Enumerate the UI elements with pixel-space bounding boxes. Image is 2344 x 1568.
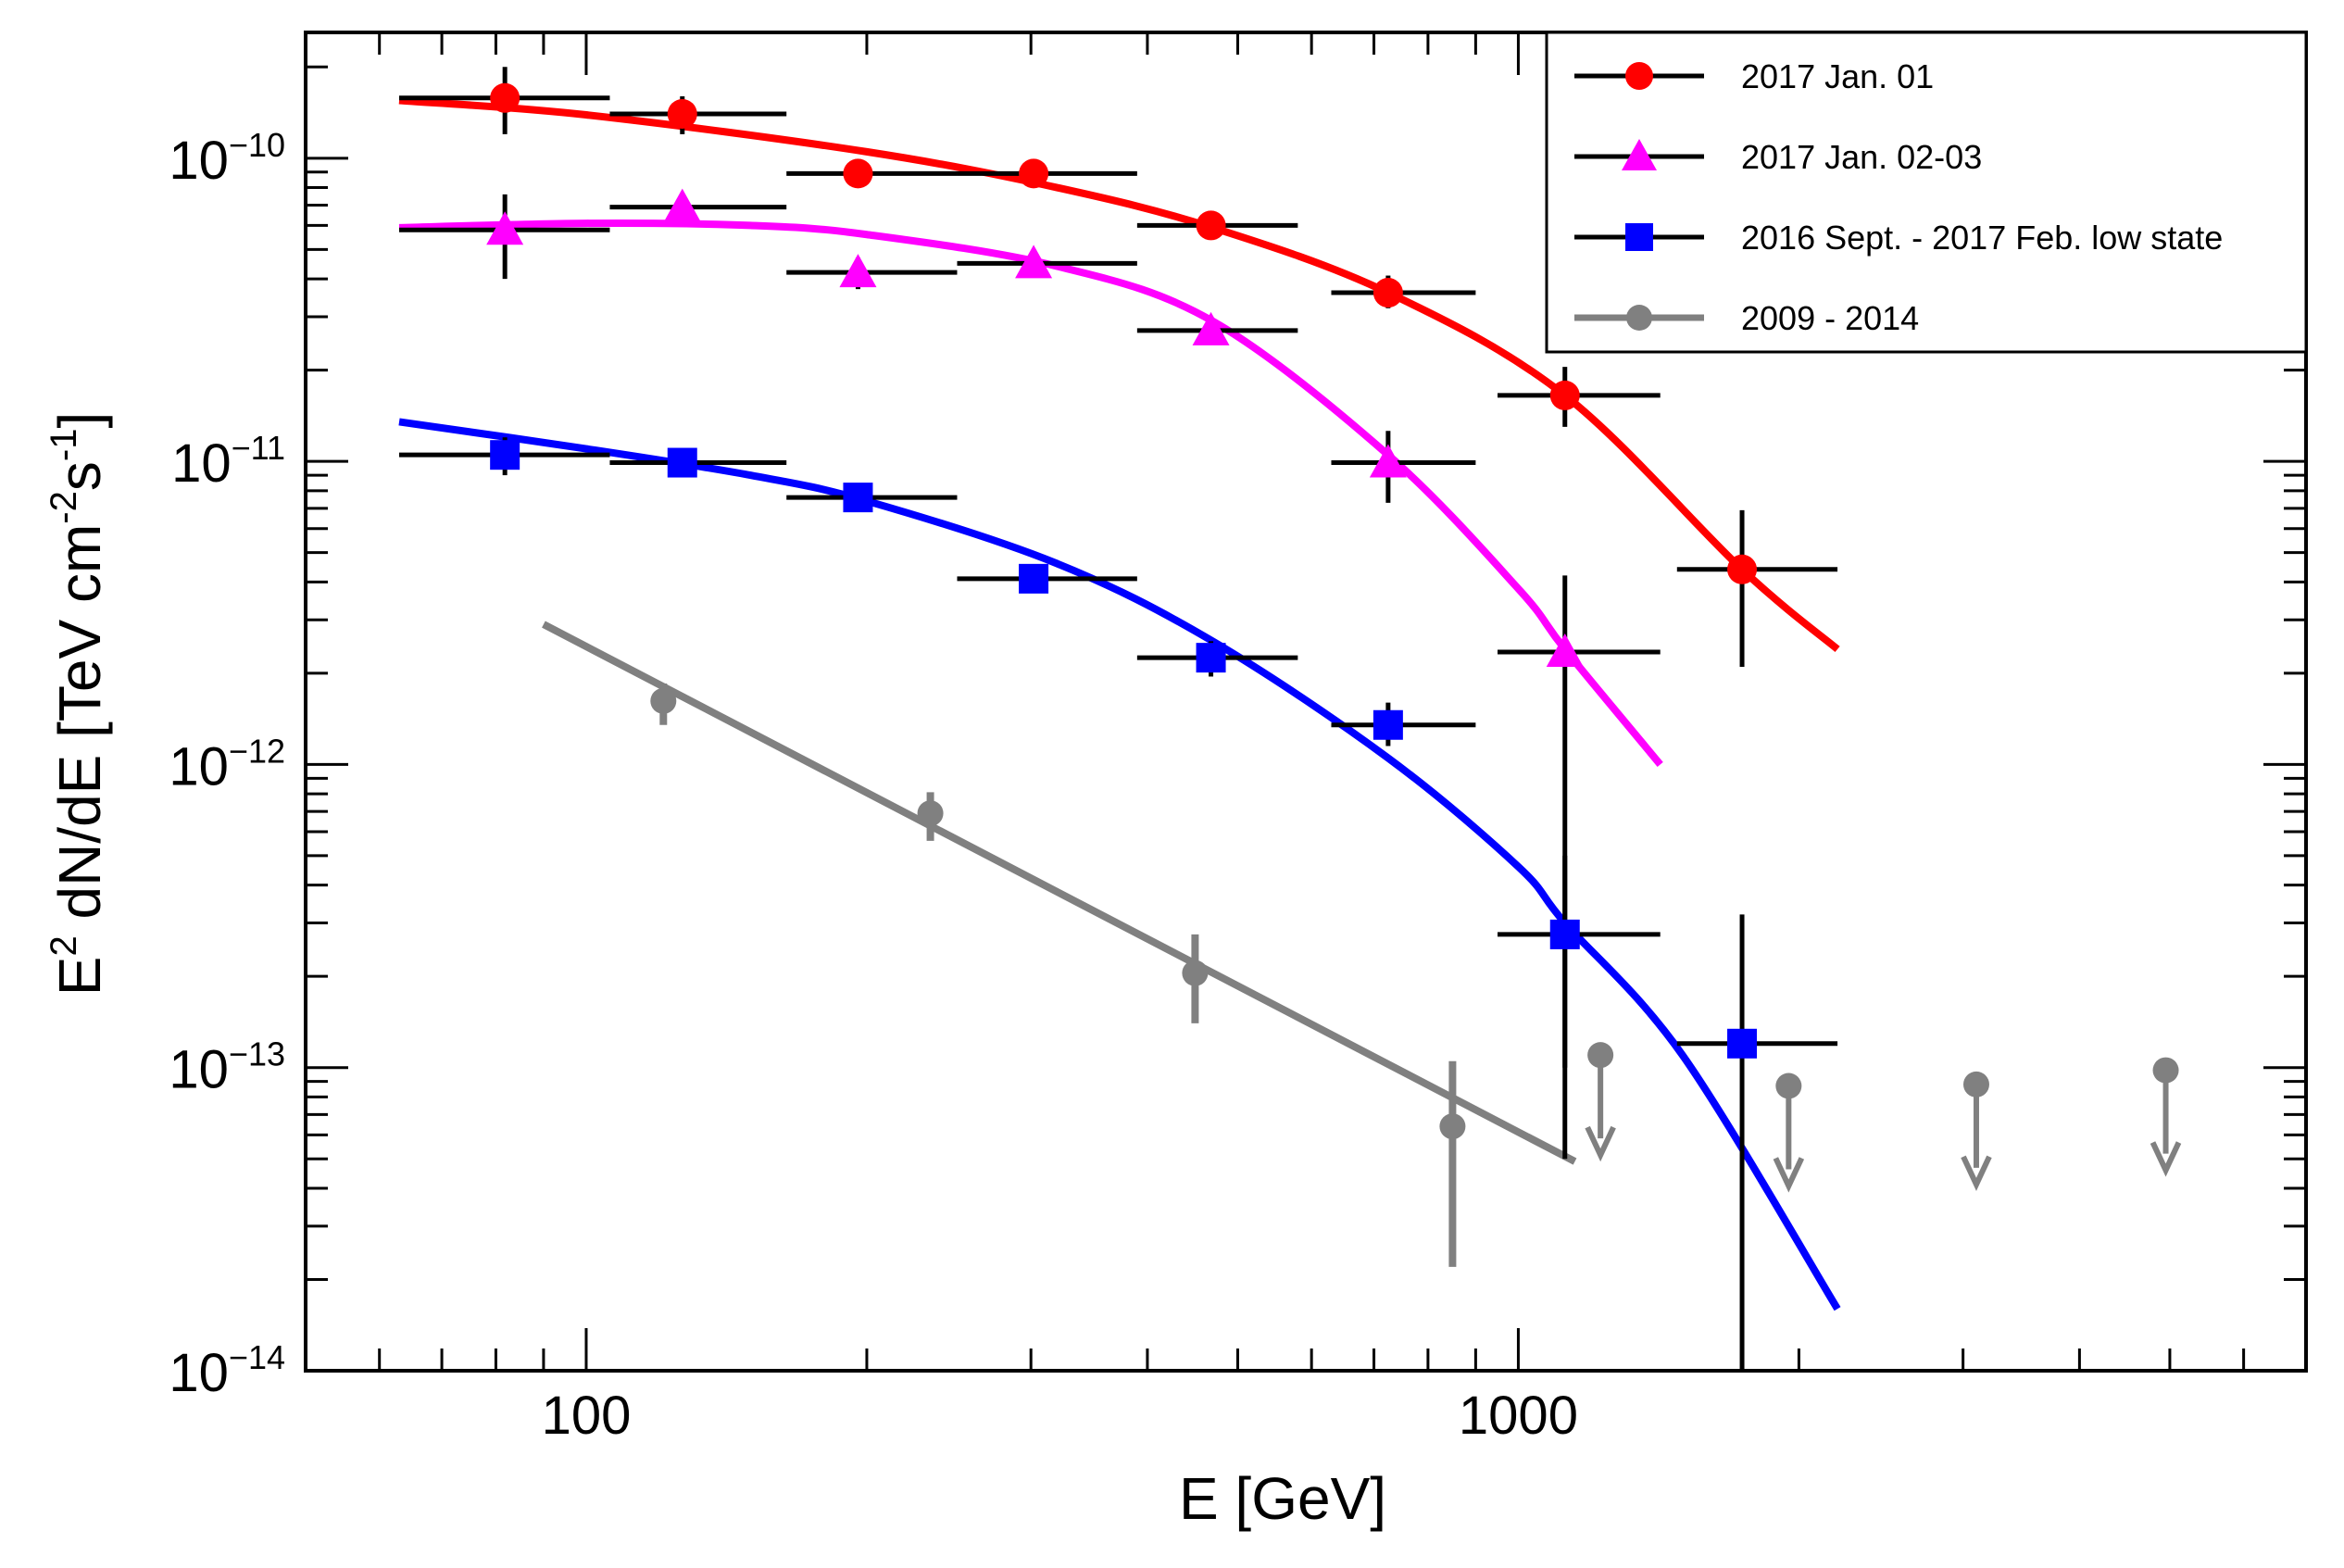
upper-limit-arrow-head (1585, 1125, 1616, 1162)
data-point-circle (843, 158, 873, 189)
data-point-triangle (1622, 139, 1657, 170)
y-tick-label: 10−14 (169, 1338, 285, 1403)
y-tick-label: 10−11 (171, 429, 285, 494)
data-point-circle (1373, 278, 1403, 308)
data-point-circle (1962, 1071, 1989, 1098)
upper-limit-arrow-head (1773, 1157, 1805, 1193)
data-point-square (1549, 919, 1580, 949)
data-point-circle (917, 800, 944, 827)
data-point-square (843, 483, 873, 513)
legend: 2017 Jan. 01 2017 Jan. 02-03 2016 Sept. - … (1545, 31, 2308, 354)
data-point-circle (1775, 1073, 1802, 1099)
data-point-circle (1587, 1042, 1614, 1069)
data-point-circle (1182, 960, 1209, 986)
data-point-square (1373, 709, 1403, 740)
y-tick-label: 10−10 (169, 126, 285, 191)
data-point-circle (2152, 1057, 2179, 1084)
data-point-square (1727, 1028, 1758, 1059)
data-point-circle (1019, 158, 1049, 189)
data-point-circle (650, 687, 677, 714)
data-point-square (1625, 223, 1653, 251)
data-markers (486, 82, 2179, 1140)
x-axis-title: E [GeV] (1179, 1465, 1386, 1532)
x-tick-label: 100 (542, 1386, 632, 1446)
data-point-circle (1625, 62, 1653, 90)
data-point-circle (1196, 210, 1226, 241)
upper-limit-arrow-head (2150, 1141, 2182, 1177)
data-point-triangle (1192, 311, 1230, 345)
x-tick-label: 1000 (1459, 1386, 1578, 1446)
data-point-circle (490, 82, 520, 113)
data-point-circle (1626, 305, 1652, 331)
data-point-square (490, 440, 520, 470)
data-point-square (1019, 563, 1049, 594)
data-point-triangle (1546, 633, 1584, 667)
data-point-square (1196, 643, 1226, 673)
y-axis-title: E2 dN/dE [TeV cm-2s-1] (44, 412, 113, 996)
data-point-circle (1727, 554, 1758, 584)
legend-label: 2016 Sept. - 2017 Feb. low state (1741, 219, 2223, 257)
data-point-square (667, 447, 697, 478)
legend-label: 2017 Jan. 02-03 (1741, 138, 1982, 176)
y-tick-labels: 10−10 10−11 10−12 10−13 10−14 (169, 126, 285, 1403)
data-point-circle (1549, 380, 1580, 410)
plot-frame (304, 31, 2308, 1373)
data-point-circle (667, 98, 697, 129)
fit-curve-1 (398, 219, 1663, 767)
legend-box (1545, 31, 2308, 354)
data-point-triangle (486, 211, 524, 245)
fit-curve-3 (542, 621, 1577, 1165)
data-point-circle (1439, 1113, 1466, 1140)
data-point-triangle (1015, 245, 1053, 279)
legend-label: 2017 Jan. 01 (1741, 57, 1934, 95)
data-point-triangle (1369, 444, 1407, 478)
data-point-triangle (839, 254, 877, 288)
x-tick-labels: 100 1000 (542, 1386, 1578, 1446)
legend-label: 2009 - 2014 (1741, 299, 1919, 337)
upper-limit-arrow-head (1961, 1155, 1992, 1191)
data-point-triangle (663, 188, 701, 222)
y-tick-label: 10−13 (169, 1035, 285, 1100)
y-tick-label: 10−12 (169, 732, 285, 797)
fit-curve-2 (398, 418, 1841, 1311)
